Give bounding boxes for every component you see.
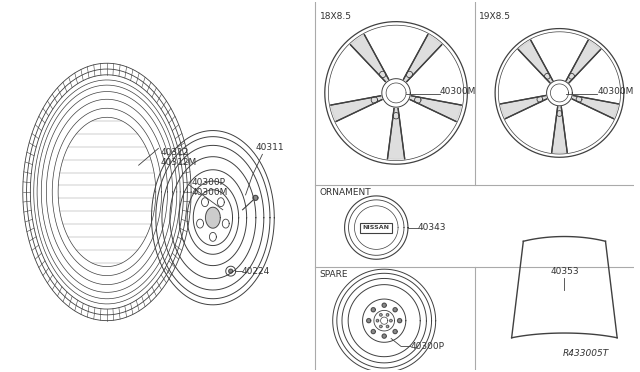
Text: 40312: 40312: [161, 148, 189, 157]
Text: NISSAN: NISSAN: [363, 225, 390, 230]
Polygon shape: [205, 207, 220, 228]
Text: 40353: 40353: [550, 267, 579, 276]
Text: R433005T: R433005T: [563, 349, 609, 358]
Polygon shape: [380, 325, 382, 328]
Text: 40224: 40224: [242, 267, 270, 276]
Polygon shape: [566, 40, 600, 83]
Polygon shape: [331, 96, 382, 121]
Polygon shape: [351, 35, 388, 81]
Polygon shape: [552, 107, 567, 153]
Text: 40300P: 40300P: [191, 178, 225, 187]
Text: SPARE: SPARE: [320, 270, 348, 279]
Text: 40343: 40343: [418, 223, 446, 232]
Text: 40300M: 40300M: [440, 87, 476, 96]
FancyBboxPatch shape: [360, 222, 392, 232]
Polygon shape: [404, 35, 442, 81]
Polygon shape: [387, 325, 389, 328]
Polygon shape: [390, 320, 392, 322]
Polygon shape: [376, 320, 379, 322]
Polygon shape: [253, 195, 258, 201]
Polygon shape: [382, 303, 387, 307]
Polygon shape: [410, 96, 461, 121]
Polygon shape: [393, 308, 397, 312]
Text: 18X8.5: 18X8.5: [320, 12, 352, 21]
Polygon shape: [387, 314, 389, 316]
Polygon shape: [381, 317, 388, 324]
Text: 40300P: 40300P: [411, 342, 445, 351]
Text: 40300M: 40300M: [191, 188, 227, 197]
Polygon shape: [371, 308, 375, 312]
Polygon shape: [367, 318, 371, 323]
Polygon shape: [380, 314, 382, 316]
Text: ORNAMENT: ORNAMENT: [320, 188, 371, 197]
Polygon shape: [393, 330, 397, 334]
Polygon shape: [228, 269, 233, 273]
Polygon shape: [387, 109, 404, 159]
Polygon shape: [572, 96, 618, 119]
Polygon shape: [371, 330, 375, 334]
Polygon shape: [382, 334, 387, 338]
Polygon shape: [500, 96, 547, 119]
Polygon shape: [518, 40, 553, 83]
Polygon shape: [397, 318, 402, 323]
Text: 40311: 40311: [255, 144, 284, 153]
Text: 40300M: 40300M: [597, 87, 634, 96]
Text: 40312M: 40312M: [161, 158, 196, 167]
Text: 19X8.5: 19X8.5: [479, 12, 511, 21]
